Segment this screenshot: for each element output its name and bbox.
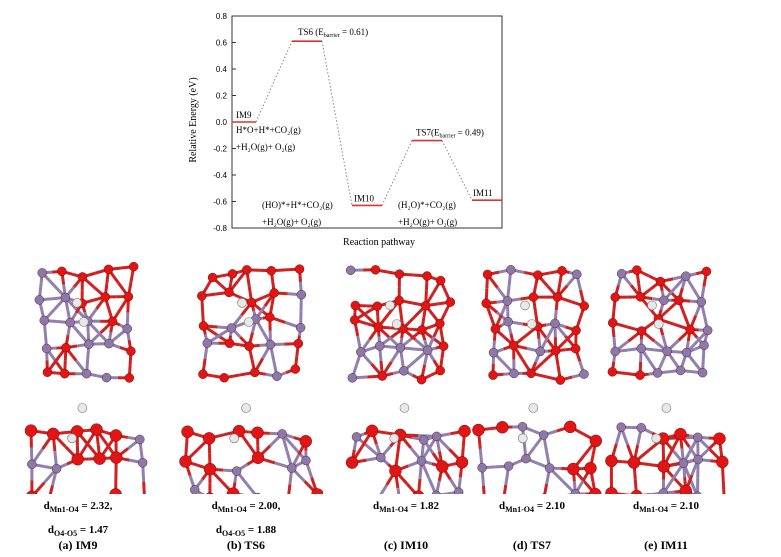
measurement-line: dO4-O5 = 1.88: [215, 524, 277, 539]
structure-bot-4: [605, 403, 729, 494]
y-tick-label: 0.4: [216, 65, 228, 74]
level-label-im11: IM11: [473, 188, 493, 198]
measurement-line: dMn1-O4 = 1.82: [372, 500, 440, 515]
y-tick-label: -0.6: [213, 198, 227, 207]
y-tick-label: 0.2: [216, 92, 228, 101]
panel-caption: (d) TS7: [512, 538, 552, 552]
panel-caption: (e) IM11: [644, 538, 688, 552]
connector-line: [381, 140, 413, 206]
structure-top-1: [197, 264, 307, 383]
species-label: +H₂O(g)+ O₂(g): [236, 142, 295, 152]
measurement-2: dMn1-O4 = 1.82: [336, 496, 476, 520]
species-label: H*O+H*+CO₂(g): [236, 125, 301, 135]
structure-bot-0: [24, 403, 148, 494]
structure-bot-2: [345, 403, 471, 494]
connector-line: [441, 140, 473, 201]
structure-top-2: [345, 265, 455, 385]
species-label: (H₂O)*+CO₂(g): [398, 200, 456, 210]
panel-caption: (b) TS6: [226, 538, 266, 552]
species-label: +H₂O(g)+ O₂(g): [398, 217, 457, 227]
measurement-1: dMn1-O4 = 2.00, dO4-O5 = 1.88: [176, 496, 316, 544]
species-label: (HO)*+H*+CO₂(g): [262, 200, 333, 210]
structure-bot-3: [472, 403, 602, 494]
panel-caption: (c) IM10: [383, 538, 429, 552]
y-tick-label: -0.8: [213, 224, 227, 233]
connector-line: [255, 40, 293, 123]
y-tick-label: 0.8: [216, 12, 228, 21]
measurement-line: dMn1-O4 = 2.00,: [211, 500, 281, 515]
level-connectors: [255, 40, 473, 206]
y-tick-label: 0.6: [216, 39, 228, 48]
measurement-line: dMn1-O4 = 2.10: [498, 500, 566, 515]
structure-top-3: [481, 265, 589, 385]
level-labels: IM9 TS6 (Ebarrier = 0.61) IM10 TS7(Ebarrier…: [236, 27, 493, 227]
y-tick-label: -0.2: [213, 145, 227, 154]
measurement-line: dMn1-O4 = 2.32,: [43, 500, 113, 515]
measurement-0: dMn1-O4 = 2.32, dO4-O5 = 1.47: [8, 496, 148, 544]
y-tick-label: -0.4: [213, 171, 227, 180]
structure-top-4: [607, 265, 713, 380]
measurement-line: dMn1-O4 = 2.10: [632, 500, 700, 515]
measurement-4: dMn1-O4 = 2.10: [596, 496, 736, 520]
species-label: +H₂O(g)+ O₂(g): [262, 217, 321, 227]
x-axis-label: Reaction pathway: [343, 237, 415, 248]
level-label-im10: IM10: [354, 193, 374, 203]
level-label-im9: IM9: [236, 110, 252, 120]
measurement-line: dO4-O5 = 1.47: [47, 524, 109, 539]
y-tick-label: 0.0: [216, 118, 228, 127]
structure-bot-1: [179, 403, 323, 494]
measurement-3: dMn1-O4 = 2.10: [462, 496, 602, 520]
level-label-ts7: TS7(Ebarrier = 0.49): [416, 128, 484, 140]
structure-top-0: [34, 261, 139, 383]
level-label-ts6: TS6 (Ebarrier = 0.61): [298, 27, 368, 39]
panel-caption: (a) IM9: [58, 538, 98, 552]
y-axis-label: Relative Energy (eV): [188, 77, 199, 162]
y-axis-ticks: -0.8 -0.6 -0.4 -0.2 0.0 0.2 0.4 0.6 0.8: [213, 12, 236, 233]
energy-levels: [232, 40, 502, 207]
